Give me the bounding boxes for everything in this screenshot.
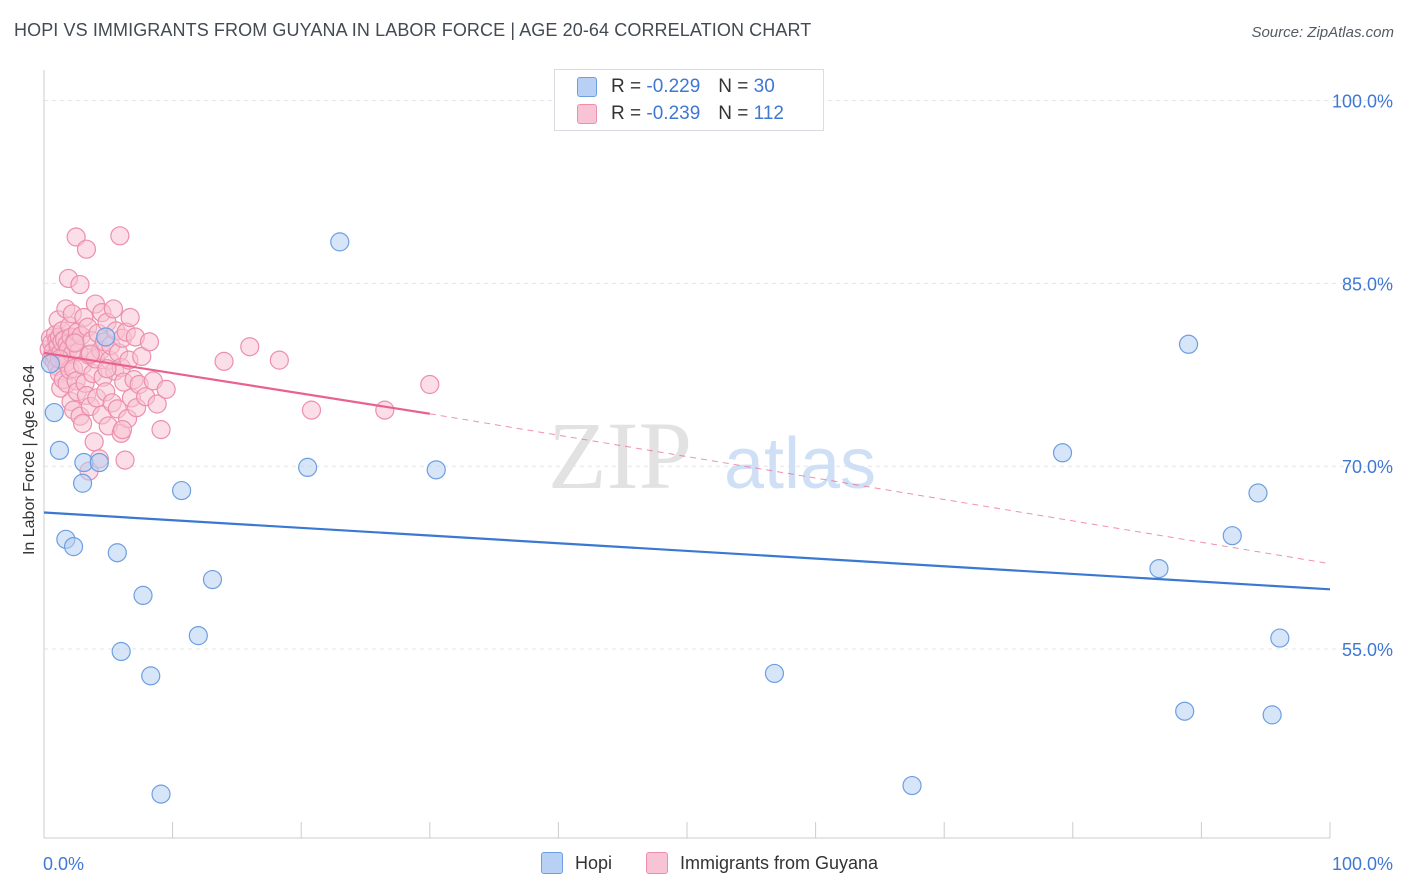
guyana-r-value: -0.239 (646, 103, 701, 124)
guyana-point (70, 274, 90, 295)
guyana-point (269, 350, 289, 370)
guyana-trend-extension (429, 413, 1331, 565)
hopi-point (49, 440, 70, 460)
hopi-point (141, 666, 161, 686)
trend-lines (43, 351, 1331, 591)
x-tick-labels: 0.0% 100.0% (43, 854, 1393, 874)
x-tick-label-max: 100.0% (1332, 854, 1393, 874)
hopi-point (89, 452, 109, 473)
hopi-point (151, 784, 171, 804)
legend-row-hopi: R = -0.229 N = 30 (577, 74, 775, 100)
guyana-point (110, 226, 130, 246)
guyana-point (66, 227, 86, 247)
guyana-legend-label: Immigrants from Guyana (680, 852, 879, 873)
hopi-point (1052, 443, 1073, 463)
y-tick-label: 85.0% (1342, 274, 1393, 294)
guyana-point (375, 400, 395, 420)
hopi-legend-swatch (541, 852, 563, 874)
hopi-point (764, 663, 785, 684)
guyana-point (103, 299, 124, 319)
guyana-point (147, 394, 167, 414)
hopi-point (133, 585, 153, 606)
x-tick-label-min: 0.0% (43, 854, 84, 874)
legend-item-guyana[interactable]: Immigrants from Guyana (646, 852, 878, 874)
hopi-point (96, 327, 116, 347)
guyana-point (76, 239, 97, 259)
guyana-legend-swatch (646, 852, 668, 874)
guyana-trend-line (43, 351, 430, 415)
hopi-point (1262, 705, 1282, 725)
guyana-swatch (577, 104, 597, 124)
hopi-point (1149, 558, 1169, 579)
hopi-legend-label: Hopi (575, 852, 613, 873)
y-tick-label: 55.0% (1342, 640, 1393, 660)
source-note: Source: ZipAtlas.com (1251, 24, 1394, 41)
hopi-point (298, 457, 318, 478)
hopi-point (902, 775, 922, 796)
hopi-point (330, 232, 350, 252)
guyana-point (420, 374, 440, 395)
hopi-point (1175, 701, 1195, 721)
hopi-swatch (577, 77, 597, 97)
series-hopi-points (40, 232, 1290, 804)
hopi-point (202, 569, 223, 590)
guyana-point (139, 332, 160, 352)
gridlines (44, 99, 1392, 650)
legend-row-guyana: R = -0.239 N = 112 (577, 101, 784, 127)
guyana-point (214, 351, 234, 371)
guyana-point (112, 420, 133, 440)
r-label: R = (611, 76, 642, 97)
guyana-point (115, 450, 135, 470)
guyana-point (301, 400, 322, 420)
hopi-point (40, 354, 61, 374)
hopi-trend-line (43, 511, 1331, 591)
y-tick-label: 100.0% (1332, 91, 1393, 111)
watermark-zip: ZIP (548, 402, 692, 509)
watermark-atlas: atlas (724, 424, 876, 504)
axes (43, 70, 1331, 839)
chart-title: HOPI VS IMMIGRANTS FROM GUYANA IN LABOR … (14, 20, 812, 40)
watermark: ZIP atlas (548, 402, 876, 509)
guyana-point (65, 333, 85, 353)
hopi-point (426, 460, 446, 480)
guyana-point (84, 432, 104, 452)
y-tick-label: 70.0% (1342, 457, 1393, 477)
hopi-point (1248, 483, 1268, 503)
hopi-point (1222, 526, 1242, 546)
guyana-point (120, 307, 140, 328)
n-label: N = (718, 76, 749, 97)
hopi-point (44, 402, 64, 423)
hopi-point (188, 626, 208, 646)
hopi-point (1270, 628, 1290, 648)
y-axis-title: In Labor Force | Age 20-64 (21, 364, 38, 556)
hopi-r-value: -0.229 (646, 76, 701, 97)
y-tick-labels: 100.0% 85.0% 70.0% 55.0% (1332, 91, 1393, 660)
guyana-point (151, 420, 171, 440)
guyana-point (156, 379, 176, 399)
series-legend: Hopi Immigrants from Guyana (0, 852, 1406, 878)
legend-item-hopi[interactable]: Hopi (541, 852, 612, 874)
series-guyana-points (39, 226, 440, 481)
hopi-n-value: 30 (753, 76, 775, 97)
n-label: N = (718, 103, 749, 124)
hopi-point (111, 641, 131, 662)
guyana-n-value: 112 (753, 103, 784, 124)
hopi-point (172, 480, 192, 501)
guyana-point (240, 337, 260, 357)
hopi-point (1178, 334, 1199, 354)
hopi-point (107, 543, 127, 563)
hopi-point (63, 537, 84, 557)
stats-legend: R = -0.229 N = 30 R = -0.239 N = 112 (554, 69, 824, 131)
r-label: R = (611, 103, 642, 124)
guyana-point (72, 413, 93, 434)
hopi-point (72, 473, 93, 493)
